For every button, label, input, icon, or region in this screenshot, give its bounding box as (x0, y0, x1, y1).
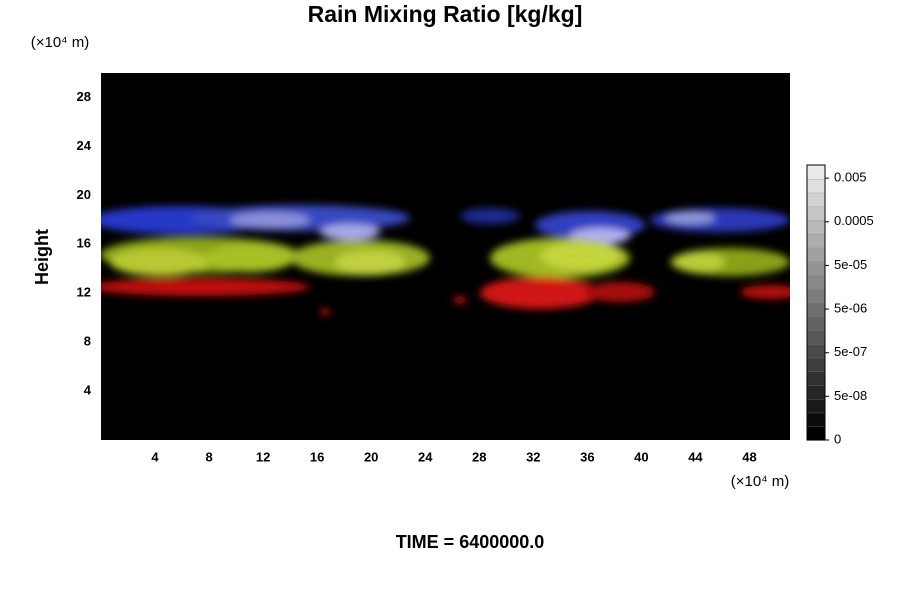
time-annotation: TIME = 6400000.0 (396, 532, 545, 552)
colorbar-step (806, 398, 826, 414)
x-tick-label: 20 (364, 449, 378, 464)
colorbar-tick-label: 5e-05 (834, 257, 867, 272)
x-tick-label: 36 (580, 449, 594, 464)
colorbar-tick-label: 0.005 (834, 170, 867, 185)
field-image (101, 205, 790, 316)
colorbar-step (806, 233, 826, 249)
colorbar-step (806, 178, 826, 194)
colorbar-tick-label: 0 (834, 431, 841, 446)
y-tick-label: 12 (77, 285, 91, 300)
colorbar-step (806, 247, 826, 262)
x-tick-label: 44 (688, 449, 703, 464)
x-tick-label: 12 (256, 449, 270, 464)
x-tick-label: 48 (742, 449, 756, 464)
colorbar-step (806, 261, 826, 276)
colorbar-step (806, 329, 826, 345)
y-axis-label: Height (32, 229, 52, 285)
y-unit: (×10⁴ m) (31, 34, 90, 51)
chart-title: Rain Mixing Ratio [kg/kg] (308, 1, 583, 27)
colorbar-step (806, 426, 826, 441)
x-tick-label: 24 (418, 449, 433, 464)
colorbar-tick-label: 0.0005 (834, 213, 874, 228)
colorbar-step (806, 274, 826, 290)
colorbar-step (806, 164, 826, 180)
colorbar-step (806, 316, 826, 331)
colorbar-step (806, 357, 826, 372)
colorbar-tick-label: 5e-06 (834, 301, 867, 316)
x-tick-label: 28 (472, 449, 486, 464)
y-tick-label: 20 (77, 187, 91, 202)
x-unit: (×10⁴ m) (731, 473, 790, 490)
y-tick-label: 28 (77, 89, 91, 104)
colorbar-tick-label: 5e-08 (834, 388, 867, 403)
y-tick-label: 4 (84, 383, 92, 398)
x-tick-label: 16 (310, 449, 324, 464)
y-tick-label: 8 (84, 334, 91, 349)
colorbar-step (806, 302, 826, 317)
colorbar-step (806, 412, 826, 427)
colorbar (806, 164, 826, 441)
x-tick-label: 8 (205, 449, 212, 464)
colorbar-step (806, 288, 826, 304)
x-tick-label: 40 (634, 449, 648, 464)
colorbar-step (806, 384, 826, 400)
y-tick-label: 16 (77, 236, 91, 251)
y-tick-label: 24 (77, 138, 92, 153)
colorbar-frame (806, 164, 826, 441)
colorbar-tick-label: 5e-07 (834, 344, 867, 359)
colorbar-step (806, 371, 826, 386)
colorbar-step (806, 206, 826, 221)
x-tick-label: 32 (526, 449, 540, 464)
colorbar-step (806, 192, 826, 207)
colorbar-step (806, 219, 826, 235)
x-tick-label: 4 (151, 449, 159, 464)
colorbar-step (806, 343, 826, 359)
